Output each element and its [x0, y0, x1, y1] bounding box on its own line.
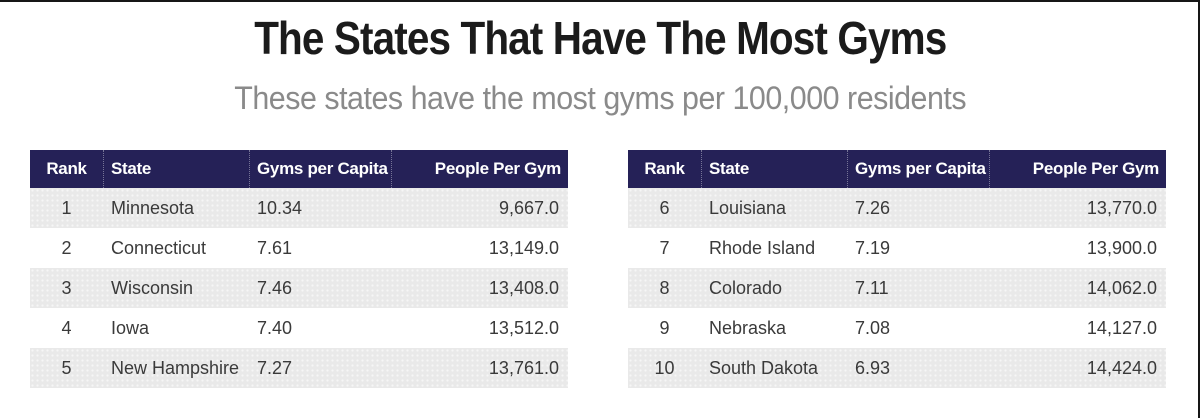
cell-people-per-gym: 13,512.0: [488, 317, 559, 338]
cell-gyms-per-capita: 7.40: [257, 317, 293, 338]
cell-gyms-per-capita: 7.27: [257, 357, 293, 378]
cell-rank: 7: [659, 237, 670, 258]
table-row: 5 New Hampshire 7.27 13,761.0: [30, 348, 568, 388]
table-header-row: Rank State Gyms per Capita People Per Gy…: [628, 150, 1166, 188]
gyms-table-right: Rank State Gyms per Capita People Per Gy…: [628, 150, 1166, 388]
cell-gyms-per-capita: 7.11: [855, 277, 889, 298]
cell-state: Nebraska: [709, 317, 787, 338]
cell-rank: 1: [61, 197, 72, 218]
cell-rank: 8: [659, 277, 670, 298]
cell-people-per-gym: 14,424.0: [1086, 357, 1157, 378]
gyms-table-left: Rank State Gyms per Capita People Per Gy…: [30, 150, 568, 388]
cell-people-per-gym: 13,149.0: [488, 237, 559, 258]
table-row: 1 Minnesota 10.34 9,667.0: [30, 188, 568, 228]
cell-gyms-per-capita: 7.08: [855, 317, 891, 338]
tables-container: Rank State Gyms per Capita People Per Gy…: [30, 150, 1166, 388]
cell-people-per-gym: 13,408.0: [488, 277, 559, 298]
subtitle-row: These states have the most gyms per 100,…: [0, 80, 1200, 116]
col-header-gyms-per-capita: Gyms per Capita: [847, 150, 989, 188]
cell-gyms-per-capita: 10.34: [257, 197, 303, 218]
col-header-state: State: [103, 150, 249, 188]
cell-people-per-gym: 14,127.0: [1086, 317, 1157, 338]
col-header-rank: Rank: [46, 159, 87, 178]
cell-state: Rhode Island: [709, 237, 816, 258]
cell-state: Wisconsin: [111, 277, 194, 298]
title-row: The States That Have The Most Gyms: [0, 12, 1200, 64]
col-header-state: State: [701, 150, 847, 188]
cell-rank: 2: [61, 237, 72, 258]
cell-state: Colorado: [709, 277, 783, 298]
table-row: 9 Nebraska 7.08 14,127.0: [628, 308, 1166, 348]
right-edge-line: [1198, 0, 1200, 418]
cell-people-per-gym: 13,761.0: [488, 357, 559, 378]
page-title: The States That Have The Most Gyms: [253, 12, 947, 64]
cell-people-per-gym: 14,062.0: [1086, 277, 1157, 298]
table-row: 2 Connecticut 7.61 13,149.0: [30, 228, 568, 268]
cell-state: New Hampshire: [111, 357, 240, 378]
cell-state: South Dakota: [709, 357, 819, 378]
table-row: 10 South Dakota 6.93 14,424.0: [628, 348, 1166, 388]
col-header-gyms-per-capita: Gyms per Capita: [249, 150, 391, 188]
cell-people-per-gym: 9,667.0: [498, 197, 559, 218]
cell-people-per-gym: 13,900.0: [1086, 237, 1157, 258]
cell-gyms-per-capita: 7.26: [855, 197, 891, 218]
cell-rank: 5: [61, 357, 72, 378]
top-edge-line: [0, 0, 1200, 2]
table-header-row: Rank State Gyms per Capita People Per Gy…: [30, 150, 568, 188]
cell-rank: 6: [659, 197, 670, 218]
page-subtitle: These states have the most gyms per 100,…: [234, 80, 966, 116]
cell-rank: 9: [659, 317, 670, 338]
cell-state: Iowa: [111, 317, 150, 338]
cell-gyms-per-capita: 7.19: [855, 237, 891, 258]
cell-people-per-gym: 13,770.0: [1086, 197, 1157, 218]
cell-state: Connecticut: [111, 237, 207, 258]
table-row: 3 Wisconsin 7.46 13,408.0: [30, 268, 568, 308]
table-row: 8 Colorado 7.11 14,062.0: [628, 268, 1166, 308]
col-header-rank: Rank: [644, 159, 685, 178]
table-row: 6 Louisiana 7.26 13,770.0: [628, 188, 1166, 228]
cell-rank: 4: [61, 317, 72, 338]
table-row: 7 Rhode Island 7.19 13,900.0: [628, 228, 1166, 268]
cell-state: Louisiana: [709, 197, 787, 218]
col-header-people-per-gym: People Per Gym: [391, 150, 568, 188]
cell-gyms-per-capita: 7.61: [257, 237, 293, 258]
cell-rank: 3: [61, 277, 72, 298]
col-header-people-per-gym: People Per Gym: [989, 150, 1166, 188]
cell-state: Minnesota: [111, 197, 195, 218]
cell-gyms-per-capita: 6.93: [855, 357, 891, 378]
cell-gyms-per-capita: 7.46: [257, 277, 293, 298]
table-row: 4 Iowa 7.40 13,512.0: [30, 308, 568, 348]
cell-rank: 10: [654, 357, 675, 378]
